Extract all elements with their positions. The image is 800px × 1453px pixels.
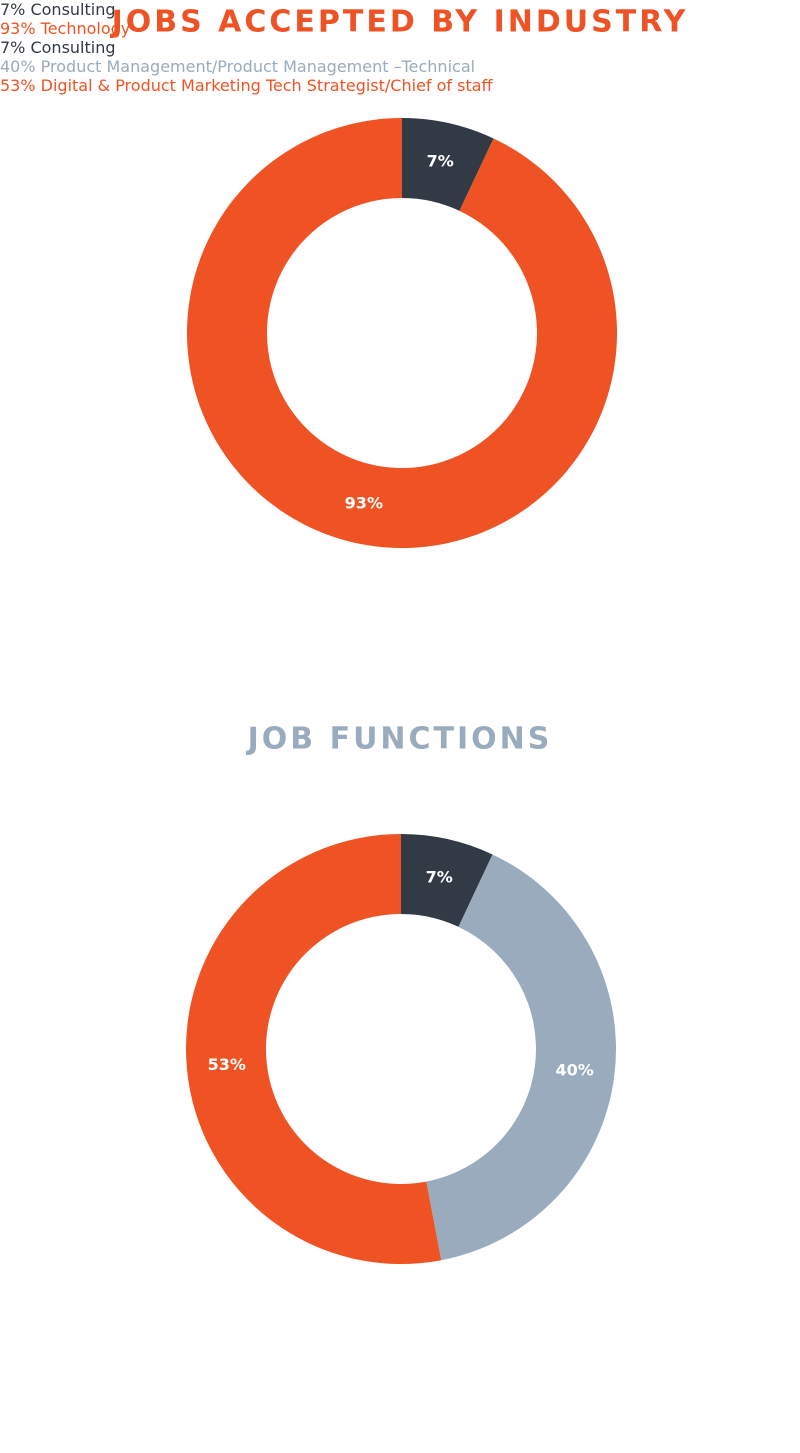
data-label: 93%	[345, 493, 383, 512]
legend-entry: 7% Consulting	[0, 0, 116, 19]
donut-segment	[401, 834, 493, 927]
data-label: 53%	[208, 1055, 246, 1074]
legend-entry: 93% Technology	[0, 19, 131, 38]
donut-segment	[426, 854, 617, 1261]
data-label: 7%	[427, 152, 454, 171]
legend-entry: 7% Consulting	[0, 38, 116, 57]
data-label: 7%	[426, 868, 453, 887]
data-label: 40%	[555, 1060, 593, 1079]
legend-entry: 53% Digital & Product Marketing Tech Str…	[0, 76, 493, 95]
donut-segment	[186, 118, 617, 548]
legend-entry: 40% Product Management/Product Managemen…	[0, 57, 476, 76]
chart-title: JOB FUNCTIONS	[246, 722, 553, 757]
donut-segment	[186, 834, 442, 1264]
donut-segment	[402, 118, 494, 211]
chart-title: JOBS ACCEPTED BY INDUSTRY	[110, 5, 689, 40]
